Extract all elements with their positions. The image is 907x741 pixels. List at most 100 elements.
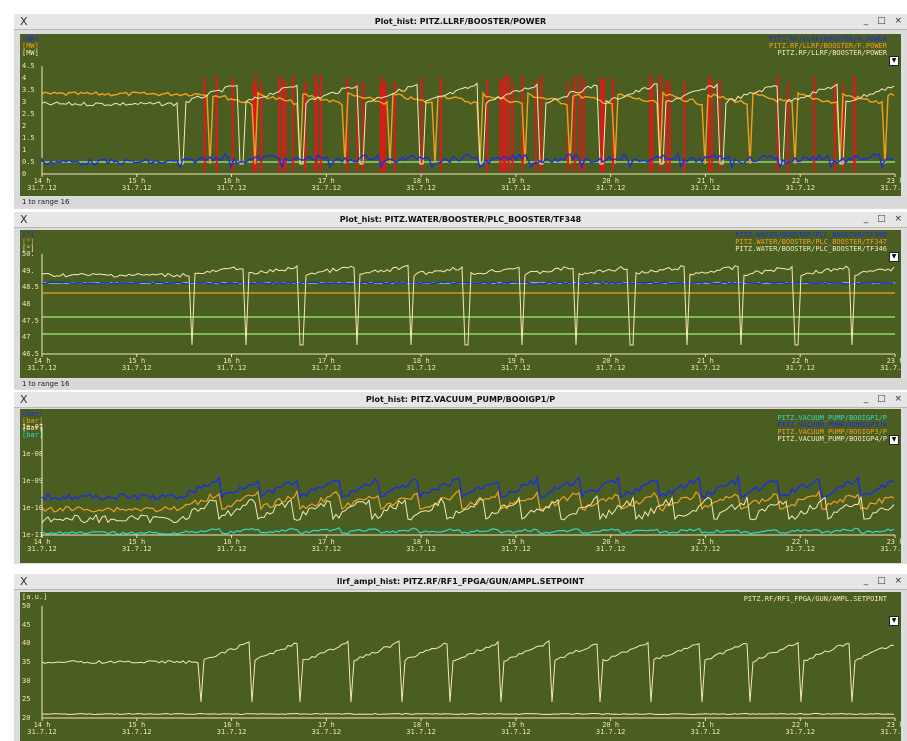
plot-axes <box>41 427 895 536</box>
plot-area[interactable]: 14 h 31.7.12 15 h 31.7.12 16 h 31.7.12 17 h… <box>20 592 901 741</box>
window-title: Plot_hist: PITZ.LLRF/BOOSTER/POWER <box>374 17 547 26</box>
window-title: llrf_ampl_hist: PITZ.RF/RF1_FPGA/GUN/AMP… <box>336 577 585 586</box>
x-tick-label: 15 h 31.7.12 <box>122 721 152 736</box>
series-trace <box>41 527 895 535</box>
y-tick-label: 1e-09 <box>22 477 44 485</box>
legend-entry: PITZ.VACUUM_PUMP/BOOIGP1/P <box>777 414 887 422</box>
close-x-icon[interactable]: X <box>20 15 28 28</box>
titlebar[interactable]: X llrf_ampl_hist: PITZ.RF/RF1_FPGA/GUN/A… <box>14 574 907 590</box>
x-tick-label: 16 h 31.7.12 <box>216 721 247 736</box>
x-tick-label: 14 h 31.7.12 <box>27 177 57 192</box>
y-tick-label: 2 <box>22 122 27 130</box>
x-tick-label: 16 h 31.7.12 <box>216 357 247 372</box>
y-tick-label: 0.5 <box>22 158 35 166</box>
legend-scroll-button[interactable]: ▼ <box>889 252 899 262</box>
x-tick-label: 21 h 31.7.12 <box>690 721 721 736</box>
y-tick-label: 46.5 <box>22 350 39 358</box>
x-tick-label: 23 h 31.7.12 <box>880 538 901 553</box>
legend-entry: PITZ.RF/LLRF/BOOSTER/R.POWER <box>768 35 887 43</box>
y-tick-label: 4 <box>22 74 27 82</box>
y-tick-label: 25 <box>22 695 31 704</box>
unit-label: [MW] <box>22 49 39 57</box>
series-trace <box>41 281 895 285</box>
unit-label: [a.u.] <box>22 593 48 601</box>
x-tick-label: 21 h 31.7.12 <box>690 538 721 553</box>
y-tick-label: 45 <box>22 620 31 629</box>
y-tick-label: 4.5 <box>22 62 35 70</box>
y-tick-label: 49. <box>22 266 35 275</box>
window-controls-icon[interactable]: _ □ × <box>863 394 905 404</box>
plot-window-water: X Plot_hist: PITZ.WATER/BOOSTER/PLC_BOOS… <box>14 212 907 390</box>
status-bar: 1 to range 16 <box>14 379 907 389</box>
x-tick-label: 15 h 31.7.12 <box>122 538 152 553</box>
series-trace <box>42 712 895 716</box>
x-tick-label: 23 h 31.7.12 <box>880 357 901 372</box>
status-bar: 1 to range 16 <box>14 197 907 207</box>
y-tick-label: 1e-10 <box>22 504 44 512</box>
plot-area[interactable]: 14 h 31.7.12 15 h 31.7.12 16 h 31.7.12 17 h… <box>20 230 901 378</box>
x-tick-label: 18 h 31.7.12 <box>406 721 436 736</box>
y-tick-label: 1.5 <box>22 134 35 142</box>
close-x-icon[interactable]: X <box>20 213 28 226</box>
plot-canvas <box>41 606 896 721</box>
legend-entry: PITZ.VACUUM_PUMP/BOOIGP2/P <box>777 421 887 429</box>
plot-area[interactable]: 14 h 31.7.12 15 h 31.7.12 16 h 31.7.12 17 h… <box>20 34 901 196</box>
x-tick-label: 19 h 31.7.12 <box>501 721 531 736</box>
y-tick-label: 48 <box>22 300 31 308</box>
series-trace <box>41 495 895 525</box>
titlebar[interactable]: X Plot_hist: PITZ.LLRF/BOOSTER/POWER _ □… <box>14 14 907 30</box>
x-tick-label: 14 h 31.7.12 <box>27 538 57 553</box>
x-tick-label: 17 h 31.7.12 <box>311 177 342 192</box>
y-tick-label: 2.5 <box>22 110 35 118</box>
plot-area[interactable]: 14 h 31.7.12 15 h 31.7.12 16 h 31.7.12 17 h… <box>20 409 901 563</box>
unit-label: [°] <box>22 245 35 253</box>
y-tick-label: 1e-07 <box>22 423 44 431</box>
titlebar[interactable]: X Plot_hist: PITZ.WATER/BOOSTER/PLC_BOOS… <box>14 212 907 228</box>
legend-scroll-button[interactable]: ▼ <box>889 56 899 66</box>
x-tick-label: 16 h 31.7.12 <box>216 177 247 192</box>
window-title: Plot_hist: PITZ.WATER/BOOSTER/PLC_BOOSTE… <box>339 215 582 224</box>
y-tick-label: 20 <box>22 714 31 722</box>
x-tick-label: 20 h 31.7.12 <box>595 538 626 553</box>
close-x-icon[interactable]: X <box>20 393 28 406</box>
window-controls-icon[interactable]: _ □ × <box>863 214 905 224</box>
series-trace <box>41 640 895 703</box>
plot-canvas <box>41 66 896 177</box>
x-tick-label: 23 h 31.7.12 <box>880 721 901 736</box>
legend-entry: PITZ.VACUUM_PUMP/BOOIGP3/P <box>777 428 887 436</box>
window-controls-icon[interactable]: _ □ × <box>863 576 905 586</box>
x-tick-label: 20 h 31.7.12 <box>595 721 626 736</box>
plot-window-power: X Plot_hist: PITZ.LLRF/BOOSTER/POWER _ □… <box>14 14 907 209</box>
window-controls-icon[interactable]: _ □ × <box>863 16 905 26</box>
x-tick-label: 14 h 31.7.12 <box>27 357 57 372</box>
x-tick-label: 20 h 31.7.12 <box>595 357 626 372</box>
close-x-icon[interactable]: X <box>20 575 28 588</box>
series-trace <box>41 474 895 501</box>
y-tick-label: 0 <box>22 170 27 178</box>
y-tick-label: 3 <box>22 98 27 106</box>
series-trace <box>41 91 895 165</box>
x-tick-label: 22 h 31.7.12 <box>785 721 815 736</box>
y-tick-label: 30 <box>22 676 31 685</box>
x-tick-label: 19 h 31.7.12 <box>501 357 531 372</box>
legend-scroll-button[interactable]: ▼ <box>889 435 899 445</box>
x-tick-label: 18 h 31.7.12 <box>406 177 436 192</box>
plot-canvas <box>41 427 896 538</box>
legend-entry: PITZ.WATER/BOOSTER/PLC_BOOSTER/TF348 <box>735 231 887 239</box>
x-tick-label: 18 h 31.7.12 <box>406 357 436 372</box>
x-tick-label: 19 h 31.7.12 <box>501 538 531 553</box>
legend-entry: PITZ.WATER/BOOSTER/PLC_BOOSTER/TF346 <box>735 245 887 253</box>
y-tick-label: 1e-08 <box>22 450 44 458</box>
y-tick-label: 40 <box>22 639 31 648</box>
x-tick-label: 15 h 31.7.12 <box>122 357 152 372</box>
window-title: Plot_hist: PITZ.VACUUM_PUMP/BOOIGP1/P <box>365 395 556 404</box>
y-tick-label: 3.5 <box>22 86 35 94</box>
series-trace <box>41 264 895 346</box>
titlebar[interactable]: X Plot_hist: PITZ.VACUUM_PUMP/BOOIGP1/P … <box>14 392 907 408</box>
x-tick-label: 20 h 31.7.12 <box>595 177 626 192</box>
legend-scroll-button[interactable]: ▼ <box>889 616 899 626</box>
x-tick-label: 14 h 31.7.12 <box>27 721 57 736</box>
x-tick-label: 21 h 31.7.12 <box>690 177 721 192</box>
legend-entry: PITZ.RF/LLRF/BOOSTER/F.POWER <box>768 42 887 50</box>
x-tick-label: 15 h 31.7.12 <box>122 177 152 192</box>
